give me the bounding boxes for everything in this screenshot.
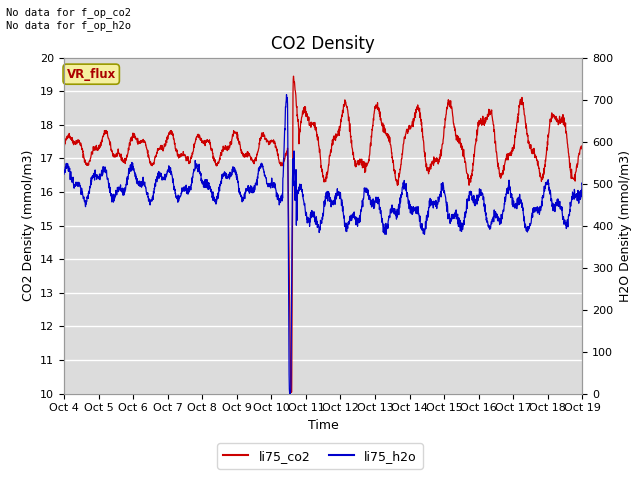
Title: CO2 Density: CO2 Density xyxy=(271,35,375,53)
Text: VR_flux: VR_flux xyxy=(67,68,116,81)
Legend: li75_co2, li75_h2o: li75_co2, li75_h2o xyxy=(217,444,423,469)
Y-axis label: H2O Density (mmol/m3): H2O Density (mmol/m3) xyxy=(619,150,632,301)
X-axis label: Time: Time xyxy=(308,419,339,432)
Text: No data for f_op_co2
No data for f_op_h2o: No data for f_op_co2 No data for f_op_h2… xyxy=(6,7,131,31)
Y-axis label: CO2 Density (mmol/m3): CO2 Density (mmol/m3) xyxy=(22,150,35,301)
